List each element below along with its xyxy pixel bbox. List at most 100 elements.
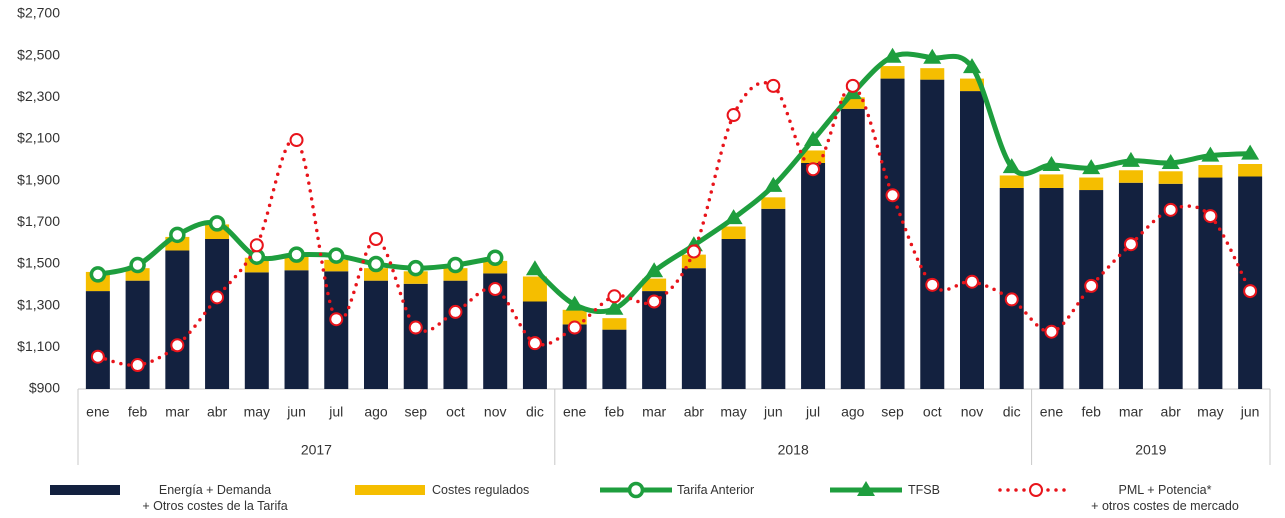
series-marker [1004,292,1019,307]
series-marker [804,131,823,147]
bar-segment [125,280,150,389]
bar-segment [1039,187,1064,389]
x-tick-label: mar [1119,404,1143,420]
bar-segment [1079,177,1104,191]
legend-swatch [355,485,425,495]
x-tick-label: sep [881,404,904,420]
x-tick-label: oct [923,404,942,420]
bar-segment [443,268,468,281]
series-marker [1042,156,1061,172]
series-marker [1002,158,1021,174]
series-marker [923,48,942,64]
series-marker [328,247,345,264]
series-marker [1121,151,1140,167]
bar-segment [364,268,388,281]
y-tick-label: $1,500 [17,255,60,271]
x-tick-label: ago [841,404,865,420]
series-marker [1123,237,1138,252]
bar-segment [681,268,706,389]
series-marker [764,176,783,192]
x-tick-label: may [1197,404,1223,420]
x-tick-label: ene [86,404,110,420]
series-marker [448,304,463,319]
group-label: 2018 [778,442,809,458]
x-tick-label: abr [684,404,705,420]
bar-segment [801,150,826,163]
series-marker [925,277,940,292]
bar-segment [125,268,150,281]
x-tick-label: ago [364,404,388,420]
x-tick-label: nov [961,404,984,420]
bar-segment [205,239,230,389]
series-marker [1201,146,1220,162]
series-marker [726,108,741,123]
x-tick-label: jul [805,404,820,420]
bar-segment [85,291,110,389]
y-tick-label: $2,300 [17,88,60,104]
series-marker [1163,202,1178,217]
series-marker [724,209,743,225]
bar-segment [324,271,349,389]
bar-segment [1158,171,1183,184]
group-label: 2019 [1135,442,1166,458]
series-marker [129,256,146,274]
bar-segment [244,272,269,389]
series-marker [249,238,264,253]
series-marker [329,312,344,327]
legend-marker [627,481,645,499]
bar-segment [840,97,865,109]
series-marker [369,232,383,246]
series-marker [486,249,504,266]
series-marker [806,162,821,177]
legend-label: PML + Potencia* + otros costes de mercad… [1091,483,1239,513]
series-marker [447,256,464,274]
y-tick-label: $2,100 [17,130,60,146]
x-tick-label: abr [1161,404,1182,420]
bar-segment [761,208,786,389]
y-tick-label: $1,100 [17,338,60,354]
series-marker [1044,324,1059,339]
bar-segment [681,254,706,269]
series-marker [1161,153,1180,169]
x-tick-label: mar [642,404,666,420]
series-marker [289,133,304,148]
legend-swatch [50,485,120,495]
x-tick-label: sep [404,404,427,420]
legend-label: Energía + Demanda + Otros costes de la T… [142,483,288,513]
bar-segment [1158,183,1183,389]
x-tick-label: jul [328,404,343,420]
bar-segment [880,66,905,79]
bar-segment [602,318,627,330]
x-tick-label: jun [763,404,783,420]
bar-segment [920,68,945,80]
y-tick-label: $1,900 [17,171,60,187]
bar-segment [562,309,587,325]
series-marker [647,294,662,309]
bar-segment [761,197,786,209]
series-marker [525,260,544,276]
series-marker [169,226,186,244]
bar-segment [999,187,1024,389]
bar-segment [880,78,905,389]
series-marker [605,299,624,315]
x-tick-label: nov [484,404,507,420]
series-marker [686,244,701,259]
series-marker [607,289,622,304]
x-tick-label: feb [605,404,625,420]
series-marker [885,188,900,203]
y-tick-label: $1,300 [17,296,60,312]
series-marker [367,255,385,273]
series-marker [407,259,424,277]
bar-segment [602,329,627,389]
x-tick-label: feb [1081,404,1101,420]
bar-segment [801,162,826,389]
x-tick-label: jun [1240,404,1260,420]
series-marker [130,358,145,373]
x-tick-label: ene [563,404,587,420]
series-marker [1243,284,1258,299]
x-tick-label: dic [1003,404,1021,420]
bar-segment [960,91,984,389]
bar-segment [1118,182,1143,389]
bar-segment [324,259,349,272]
